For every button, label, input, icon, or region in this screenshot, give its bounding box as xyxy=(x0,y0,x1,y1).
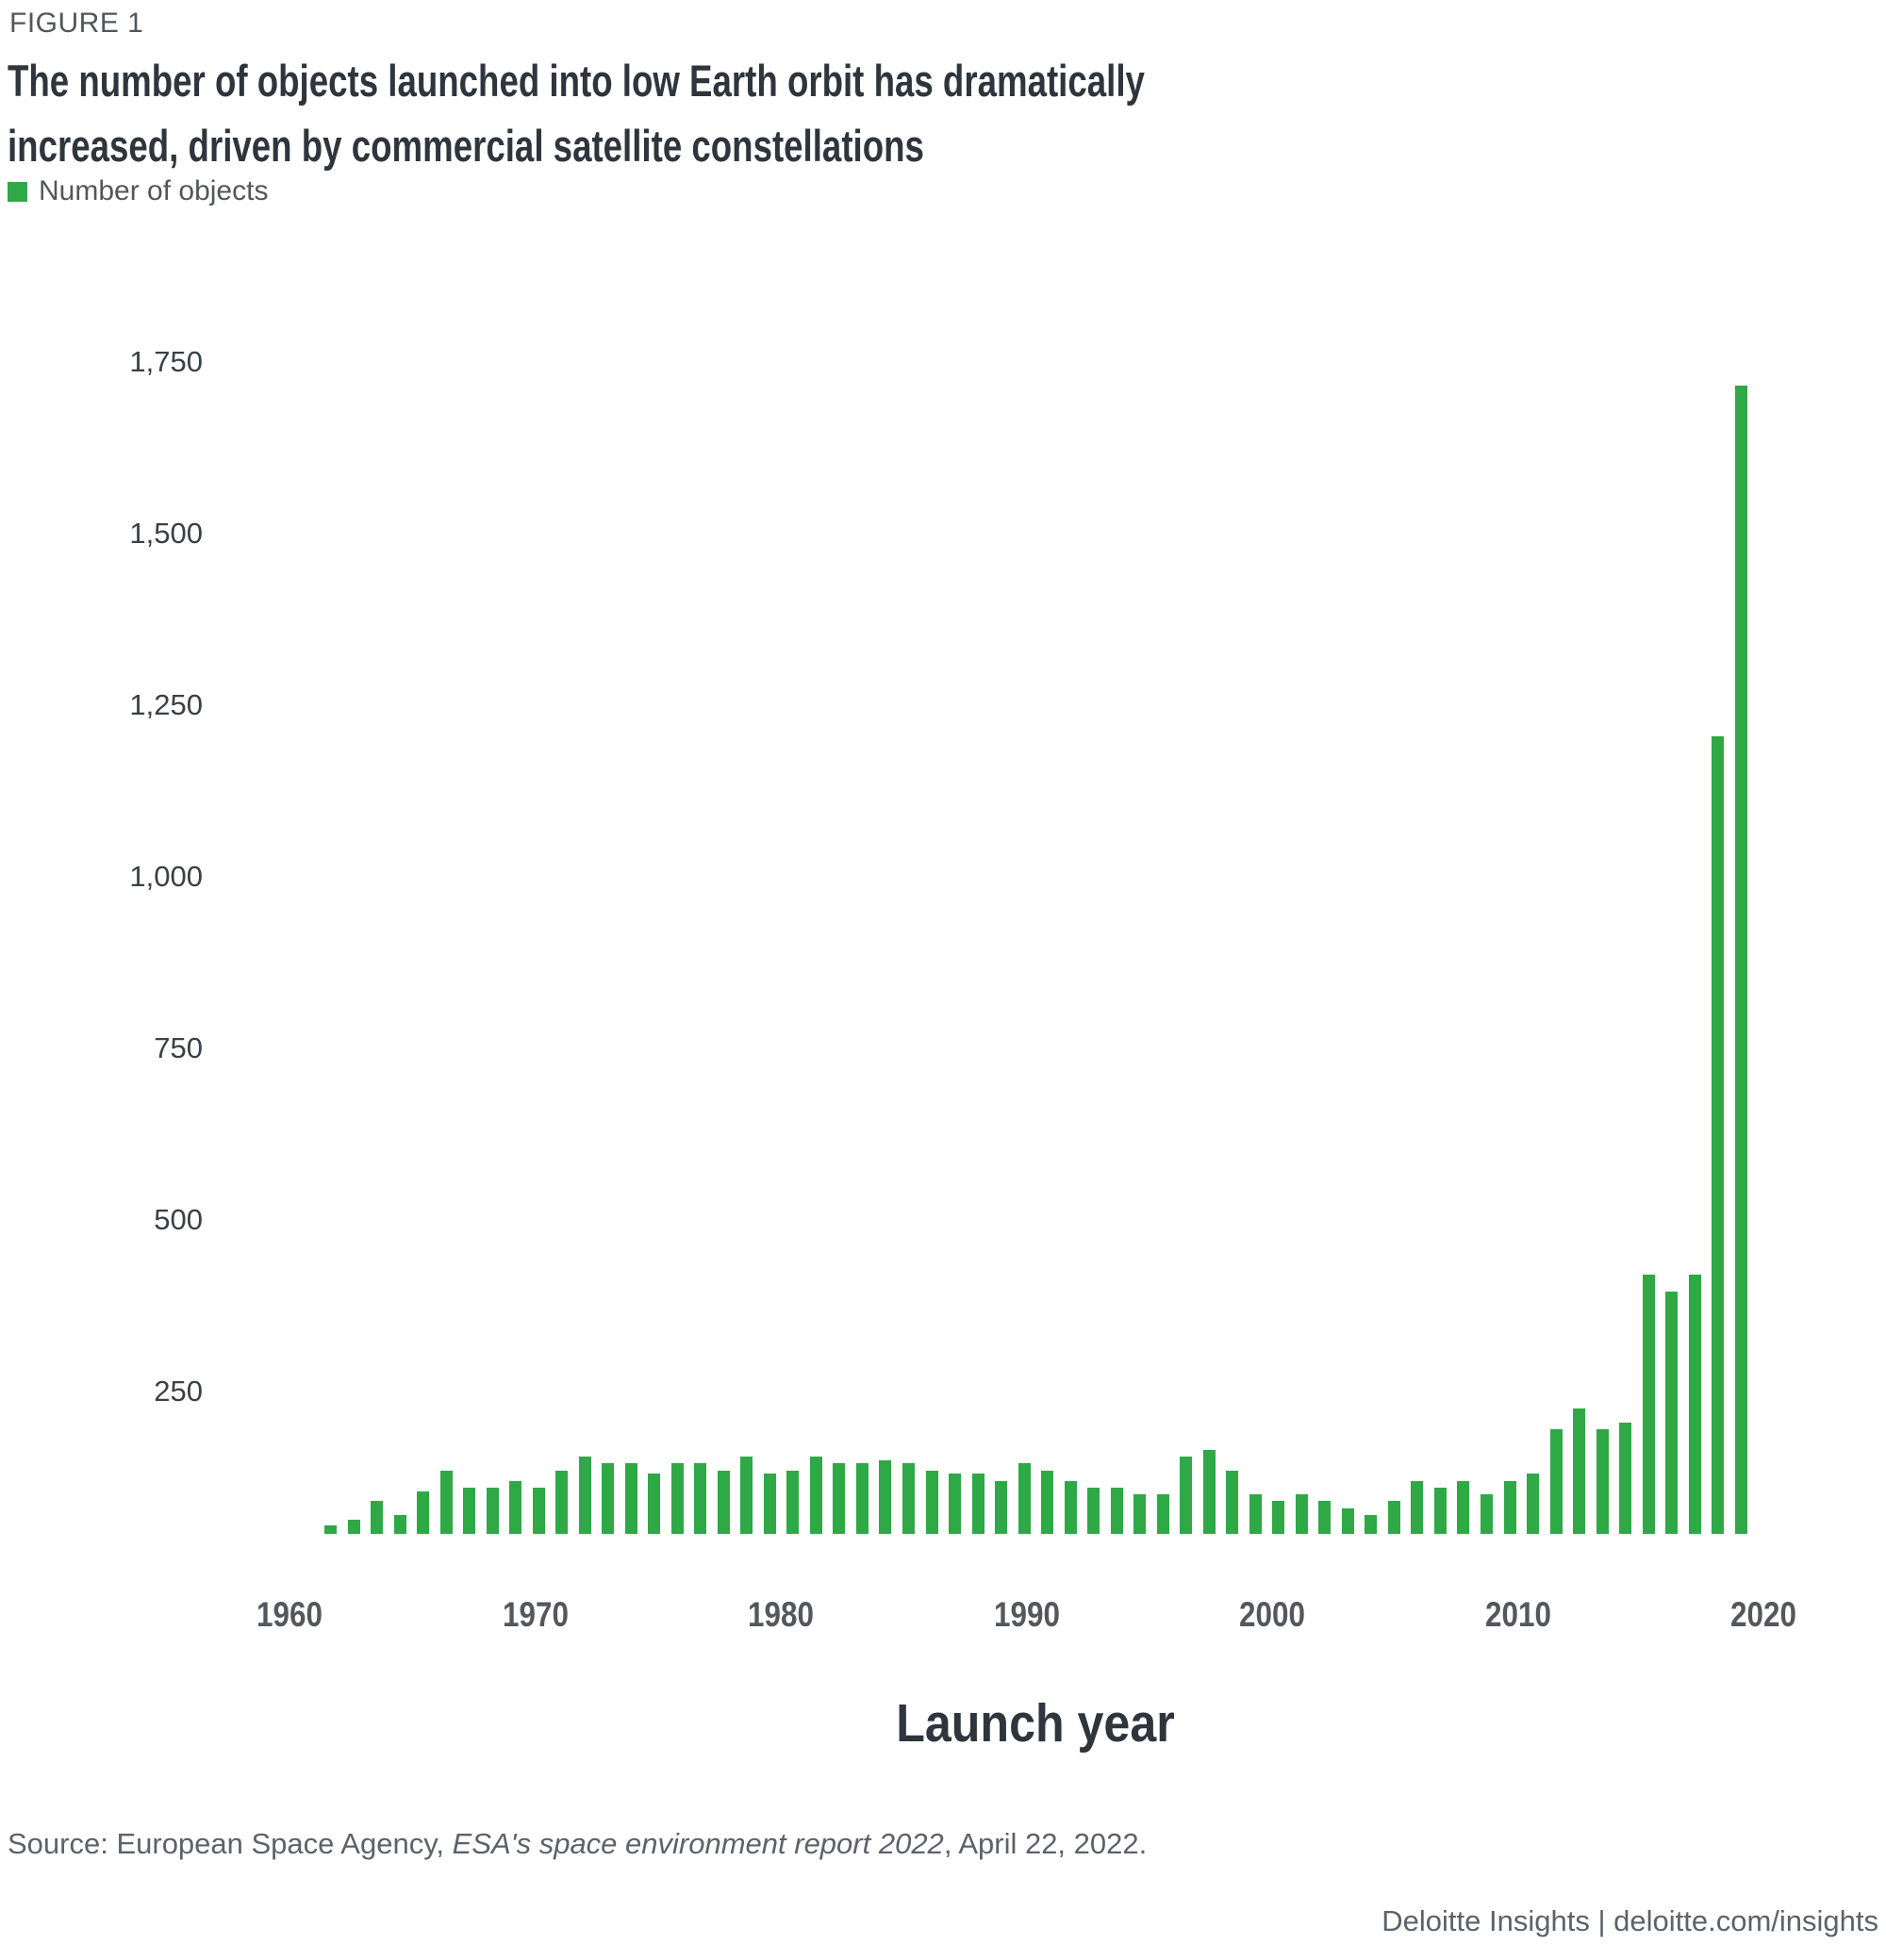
bar-2014 xyxy=(1573,1408,1586,1534)
source-prefix: Source: European Space Agency, xyxy=(8,1827,453,1860)
bar-2006 xyxy=(1387,1501,1400,1534)
bar-1983 xyxy=(855,1463,869,1534)
x-axis-title: Launch year xyxy=(896,1693,1175,1754)
figure-label: FIGURE 1 xyxy=(9,8,144,39)
bar-2021 xyxy=(1734,386,1747,1534)
bar-1995 xyxy=(1133,1494,1147,1534)
y-tick-750: 750 xyxy=(154,1031,203,1064)
bar-1973 xyxy=(624,1463,637,1534)
y-tick-1750: 1,750 xyxy=(129,345,203,378)
x-tick-1980: 1980 xyxy=(748,1595,814,1634)
x-tick-1960: 1960 xyxy=(256,1595,323,1634)
bar-1982 xyxy=(833,1463,846,1534)
bar-1960 xyxy=(324,1524,337,1534)
bar-1999 xyxy=(1226,1470,1239,1534)
bar-1961 xyxy=(347,1520,360,1534)
bar-1998 xyxy=(1202,1449,1216,1534)
bar-2010 xyxy=(1481,1494,1493,1534)
bar-1987 xyxy=(949,1474,962,1534)
bar-1986 xyxy=(925,1470,938,1534)
bar-2003 xyxy=(1318,1501,1332,1534)
bar-1975 xyxy=(670,1463,684,1534)
bar-1990 xyxy=(1017,1463,1031,1534)
bar-2016 xyxy=(1619,1422,1632,1534)
legend: Number of objects xyxy=(8,175,268,207)
legend-label: Number of objects xyxy=(39,175,269,206)
y-tick-1250: 1,250 xyxy=(129,688,203,721)
bar-1972 xyxy=(602,1463,615,1534)
source-note: Source: European Space Agency, ESA's spa… xyxy=(8,1827,1147,1861)
bar-1991 xyxy=(1041,1470,1054,1534)
bar-2007 xyxy=(1411,1480,1424,1534)
bar-1996 xyxy=(1156,1494,1169,1534)
bar-1994 xyxy=(1110,1487,1123,1534)
bar-2004 xyxy=(1341,1507,1354,1534)
bar-1984 xyxy=(879,1459,892,1534)
bar-1967 xyxy=(486,1487,499,1534)
bar-1979 xyxy=(763,1474,776,1534)
bar-1988 xyxy=(971,1474,984,1534)
bar-1981 xyxy=(809,1457,822,1534)
x-tick-1970: 1970 xyxy=(502,1595,569,1634)
bar-1978 xyxy=(740,1457,753,1534)
bar-1963 xyxy=(393,1515,406,1534)
source-report-title: ESA's space environment report 2022 xyxy=(452,1827,944,1860)
y-tick-1500: 1,500 xyxy=(129,517,203,550)
bar-1992 xyxy=(1064,1480,1077,1534)
footer-link: deloitte.com/insights xyxy=(1613,1904,1878,1937)
footer-branding: Deloitte Insights | deloitte.com/insight… xyxy=(1381,1904,1878,1938)
bar-1969 xyxy=(532,1487,545,1534)
x-tick-2020: 2020 xyxy=(1730,1595,1796,1634)
bar-1993 xyxy=(1087,1487,1100,1534)
chart-title-line-2: increased, driven by commercial satellit… xyxy=(8,121,924,171)
footer-brand: Deloitte Insights xyxy=(1381,1904,1590,1937)
bar-1989 xyxy=(995,1480,1008,1534)
footer-separator: | xyxy=(1589,1904,1614,1937)
y-tick-500: 500 xyxy=(154,1203,203,1236)
bar-1962 xyxy=(371,1501,384,1534)
bar-1974 xyxy=(648,1474,661,1534)
bar-2009 xyxy=(1457,1480,1470,1534)
bar-2001 xyxy=(1272,1501,1285,1534)
bar-2005 xyxy=(1365,1515,1378,1534)
y-tick-1000: 1,000 xyxy=(129,860,203,893)
bar-2013 xyxy=(1549,1429,1563,1534)
bar-1985 xyxy=(902,1463,915,1534)
legend-swatch-icon xyxy=(8,181,27,202)
bar-2008 xyxy=(1433,1487,1447,1534)
bar-1968 xyxy=(509,1480,522,1534)
x-tick-2000: 2000 xyxy=(1239,1595,1305,1634)
bar-2012 xyxy=(1527,1474,1540,1534)
bar-2000 xyxy=(1249,1494,1262,1534)
bar-2019 xyxy=(1688,1275,1701,1534)
bar-1970 xyxy=(555,1470,569,1534)
bar-2017 xyxy=(1642,1275,1655,1534)
bar-1980 xyxy=(786,1470,800,1534)
x-tick-1990: 1990 xyxy=(993,1595,1060,1634)
bar-1976 xyxy=(694,1463,707,1534)
bar-2020 xyxy=(1712,735,1725,1534)
bar-2018 xyxy=(1665,1292,1679,1534)
bar-2002 xyxy=(1295,1494,1308,1534)
bar-2015 xyxy=(1596,1429,1609,1534)
bar-1997 xyxy=(1180,1457,1193,1534)
source-suffix: , April 22, 2022. xyxy=(943,1827,1148,1860)
bar-2011 xyxy=(1503,1480,1516,1534)
y-tick-250: 250 xyxy=(154,1375,203,1408)
bar-1966 xyxy=(463,1487,476,1534)
x-tick-2010: 2010 xyxy=(1484,1595,1551,1634)
bar-1971 xyxy=(578,1457,591,1534)
chart-title-line-1: The number of objects launched into low … xyxy=(8,56,1145,106)
bar-1977 xyxy=(717,1470,730,1534)
bar-1964 xyxy=(417,1491,430,1534)
bar-1965 xyxy=(439,1470,453,1534)
